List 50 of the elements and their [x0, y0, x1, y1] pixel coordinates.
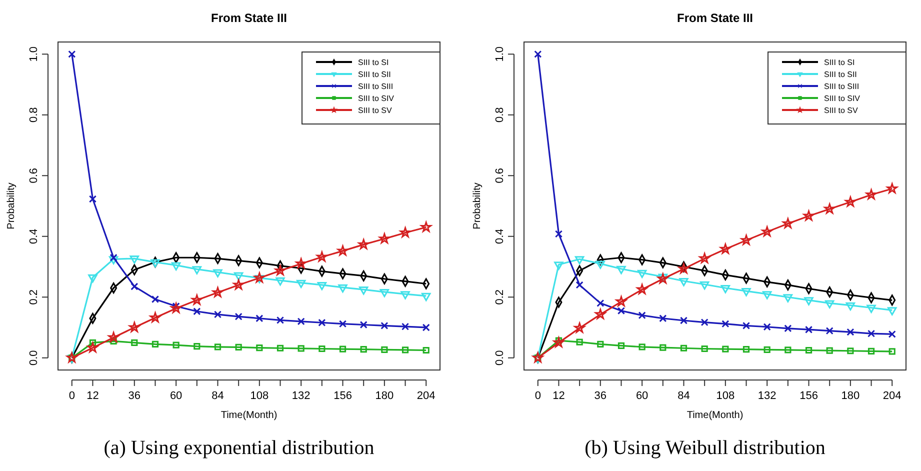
x-axis-title: Time(Month) [686, 410, 744, 421]
y-tick-label: 1.0 [494, 46, 506, 62]
y-axis-title: Probability [472, 182, 483, 230]
legend-label: SIII to SIV [824, 94, 861, 103]
y-tick-label: 0.8 [28, 107, 40, 123]
text: (a) Using exponential distribution [104, 437, 374, 459]
legend-label: SIII to SIV [358, 94, 395, 103]
x-axis-title: Time(Month) [220, 410, 278, 421]
x-tick-label: 84 [212, 390, 224, 402]
y-tick-label: 0.0 [494, 350, 506, 366]
y-axis-title: Probability [6, 182, 17, 230]
legend-label: SIII to SI [824, 58, 855, 67]
y-tick-label: 0.0 [28, 350, 40, 366]
x-tick-label: 108 [716, 390, 735, 402]
y-tick-label: 0.4 [494, 228, 506, 244]
x-tick-label: 204 [882, 390, 902, 402]
x-tick-label: 12 [86, 390, 99, 402]
x-tick-label: 0 [68, 390, 75, 402]
legend-label: SIII to SIII [358, 82, 394, 91]
legend-label: SIII to SII [358, 70, 391, 79]
x-tick-label: 132 [758, 390, 776, 402]
y-tick-label: 0.2 [28, 289, 40, 305]
x-tick-label: 156 [800, 390, 818, 402]
legend-label: SIII to SI [358, 58, 389, 67]
x-tick-label: 180 [375, 390, 394, 402]
y-tick-label: 0.4 [28, 228, 40, 244]
chart-title: From State III [210, 11, 288, 25]
x-tick-label: 180 [841, 390, 860, 402]
x-tick-label: 60 [170, 390, 182, 402]
legend-label: SIII to SV [824, 106, 858, 115]
x-tick-label: 36 [128, 390, 141, 402]
x-tick-label: 0 [534, 390, 541, 402]
x-tick-label: 12 [552, 390, 565, 402]
x-tick-label: 132 [292, 390, 310, 402]
y-tick-label: 0.6 [494, 168, 506, 184]
chart-title: From State III [676, 11, 754, 25]
x-tick-label: 108 [250, 390, 269, 402]
legend-label: SIII to SV [358, 106, 392, 115]
y-tick-label: 1.0 [28, 46, 40, 62]
x-tick-label: 204 [416, 390, 436, 402]
x-tick-label: 156 [334, 390, 352, 402]
y-tick-label: 0.6 [28, 168, 40, 184]
y-tick-label: 0.8 [494, 107, 506, 123]
x-tick-label: 84 [678, 390, 690, 402]
y-tick-label: 0.2 [494, 289, 506, 305]
text: (b) Using Weibull distribution [584, 437, 826, 459]
legend-label: SIII to SII [824, 70, 857, 79]
legend-label: SIII to SIII [824, 82, 860, 91]
x-tick-label: 36 [594, 390, 607, 402]
x-tick-label: 60 [636, 390, 648, 402]
